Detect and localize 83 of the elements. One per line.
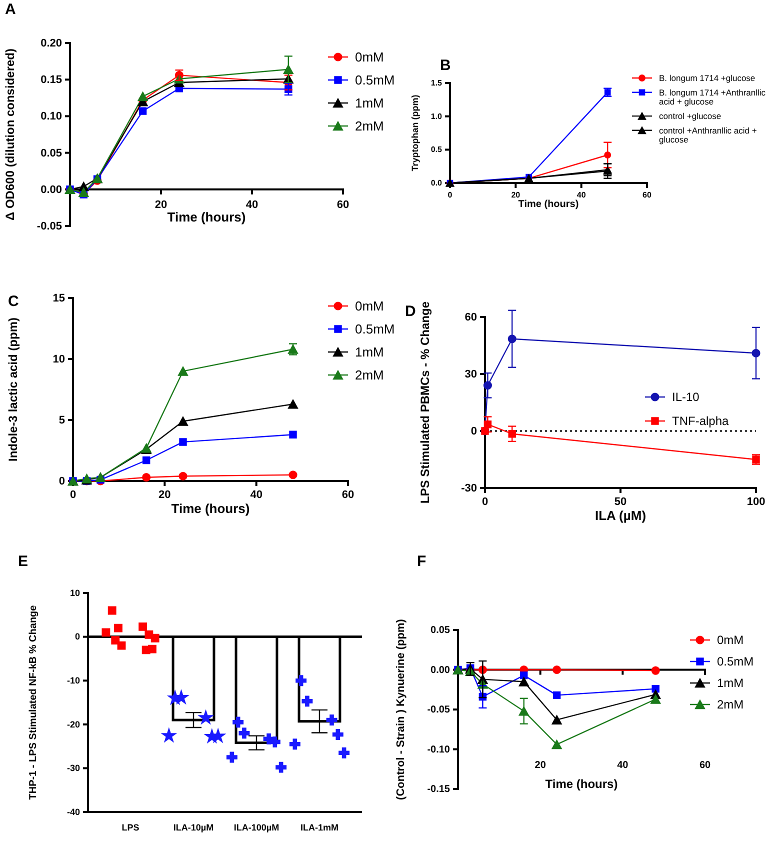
y-tick-label: 10	[52, 354, 65, 366]
x-tick-label: 40	[250, 488, 262, 501]
y-tick-label: 30	[464, 368, 477, 381]
y-tick-label: 15	[52, 292, 65, 305]
y-tick-label: 0.00	[430, 664, 450, 676]
legend-label: B. longum 1714 +glucose	[659, 72, 756, 83]
x-tick-label: 40	[617, 760, 629, 771]
y-tick-label: -30	[66, 763, 80, 774]
legend-label: 0mM	[717, 633, 744, 648]
x-tick-label: 20	[158, 488, 171, 501]
y-tick-label: 0.0	[430, 178, 443, 188]
y-tick-label: -30	[461, 482, 477, 495]
chart-title: B	[440, 57, 451, 74]
x-tick-label: ILA-1mM	[300, 822, 338, 832]
y-tick-label: 0	[470, 426, 477, 438]
y-axis-title: Δ OD600 (dilution considered)	[3, 48, 17, 220]
legend-label: control +glucose	[659, 111, 722, 122]
legend-label: 0mM	[355, 298, 384, 314]
legend-label: IL-10	[672, 390, 700, 404]
y-tick-label: 0	[58, 476, 65, 488]
x-tick-label: ILA-10µM	[173, 822, 214, 832]
y-tick-label: 5	[58, 414, 65, 427]
y-tick-label: 1.0	[430, 112, 443, 121]
y-tick-label: -0.10	[427, 744, 450, 756]
x-tick-label: 50	[614, 496, 627, 508]
x-tick-label: 60	[336, 199, 350, 212]
legend-label: 0.5mM	[717, 654, 754, 669]
x-tick-label: 0	[482, 496, 488, 508]
x-tick-label: 40	[576, 190, 586, 200]
legend-label: TNF-alpha	[672, 414, 730, 428]
x-axis-title: Time (hours)	[518, 199, 579, 210]
y-tick-label: -0.05	[427, 704, 450, 716]
x-axis-title: ILA (µM)	[594, 508, 646, 523]
y-axis-title: Tryptophan (ppm)	[410, 94, 420, 172]
y-tick-label: 0.00	[40, 184, 62, 196]
y-tick-label: -0.15	[427, 784, 450, 796]
chart-title: D	[405, 303, 416, 320]
x-tick-label: 100	[746, 496, 766, 508]
x-tick-label: 20	[534, 760, 546, 771]
y-tick-label: 10	[70, 588, 80, 598]
y-tick-label: -10	[66, 675, 80, 686]
y-tick-label: 1.5	[430, 78, 443, 88]
x-tick-label: 60	[642, 190, 652, 200]
y-tick-label: 0.5	[430, 145, 443, 154]
y-tick-label: 60	[464, 312, 477, 324]
x-tick-label: 40	[246, 199, 258, 212]
y-axis-title: THP-1 - LPS Stimulated NF-kB % Change	[28, 604, 39, 800]
legend-label: 0.5mM	[355, 322, 395, 337]
legend-label: 0mM	[355, 50, 384, 65]
x-axis-title: Time (hours)	[171, 501, 250, 516]
legend-label: 1mM	[355, 344, 384, 360]
y-axis-title: Indole-3 lactic acid (ppm)	[6, 317, 20, 462]
y-axis-title: LPS Stimulated PBMCs - % Change	[418, 301, 432, 504]
chart-title: F	[417, 553, 426, 570]
x-tick-label: LPS	[122, 822, 140, 832]
y-tick-label: 0	[74, 632, 80, 642]
x-tick-label: 20	[154, 199, 168, 212]
y-tick-label: 0.05	[430, 625, 450, 636]
y-tick-label: 0.10	[40, 110, 62, 123]
legend-label: B. longum 1714 +Anthranllic acid + glucose	[659, 87, 766, 107]
legend-label: 2mM	[717, 698, 744, 712]
chart-title: A	[5, 1, 16, 18]
y-tick-label: 0.15	[40, 74, 62, 86]
x-tick-label: 20	[511, 190, 521, 200]
legend-label: 2mM	[355, 118, 384, 134]
legend-label: 1mM	[717, 676, 744, 690]
chart-title: C	[8, 293, 19, 310]
y-axis-title: (Control - Strain ) Kynuerine (ppm)	[395, 618, 407, 800]
y-tick-label: -40	[66, 806, 80, 817]
x-tick-label: ILA-100µM	[234, 822, 280, 832]
legend-label: 2mM	[355, 368, 384, 383]
y-tick-label: -20	[66, 719, 80, 730]
x-axis-title: Time (hours)	[167, 209, 246, 224]
y-tick-label: 0.20	[40, 38, 62, 50]
legend-label: 0.5mM	[355, 72, 395, 88]
chart-title: E	[18, 553, 28, 570]
y-tick-label: 0.05	[40, 147, 62, 160]
x-axis-title: Time (hours)	[545, 776, 618, 791]
legend-label: control +Anthranllic acid + glucose	[659, 125, 757, 145]
x-tick-label: 60	[342, 488, 354, 501]
legend-label: 1mM	[355, 96, 384, 111]
x-tick-label: 60	[699, 760, 711, 771]
y-tick-label: -0.05	[36, 220, 62, 233]
